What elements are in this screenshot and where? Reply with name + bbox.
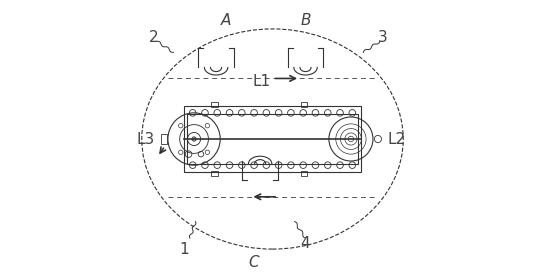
Text: L2: L2 <box>387 131 405 147</box>
Bar <box>301 171 307 176</box>
Text: A: A <box>221 13 231 28</box>
Bar <box>211 102 218 107</box>
Text: L1: L1 <box>252 74 270 89</box>
Bar <box>301 102 307 107</box>
Bar <box>187 114 358 164</box>
Circle shape <box>192 137 196 141</box>
Text: 4: 4 <box>301 236 310 251</box>
Bar <box>161 134 167 144</box>
Text: 3: 3 <box>378 30 387 45</box>
Text: C: C <box>248 255 258 270</box>
Text: L3: L3 <box>137 131 155 147</box>
Text: 2: 2 <box>149 30 159 45</box>
Text: B: B <box>300 13 311 28</box>
Bar <box>184 106 361 172</box>
Bar <box>211 171 218 176</box>
Text: 1: 1 <box>180 242 189 257</box>
